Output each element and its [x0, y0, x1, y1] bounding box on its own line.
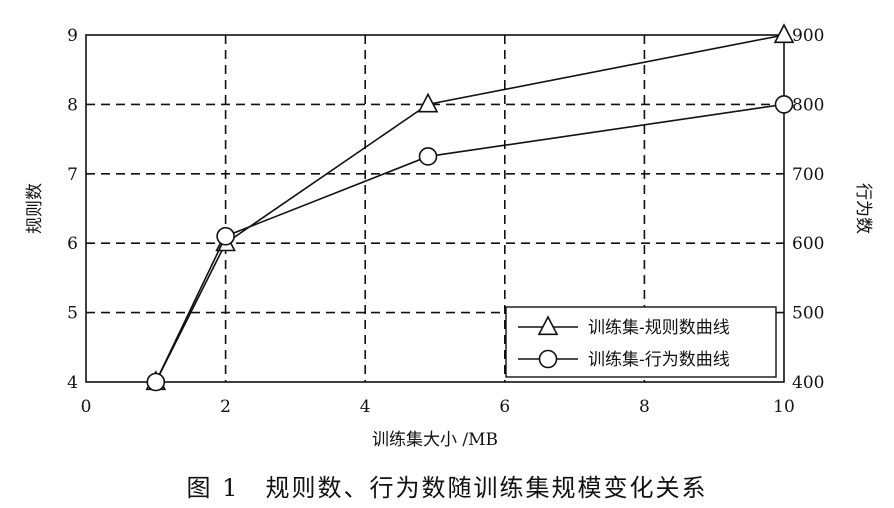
- x-tick-label: 10: [773, 397, 795, 417]
- series-2-point: [774, 95, 794, 114]
- y-tick-label-right: 800: [792, 95, 824, 115]
- x-tick-label: 4: [360, 397, 371, 417]
- series-2-point: [418, 147, 438, 166]
- legend-label-1: 训练集-规则数曲线: [588, 318, 730, 338]
- y-tick-label-left: 7: [67, 165, 78, 185]
- x-tick-label: 2: [220, 397, 231, 417]
- y-tick-label-right: 700: [792, 165, 824, 185]
- series-2-point: [216, 226, 235, 246]
- plot-frame: [85, 34, 785, 383]
- y-axis-title-left: 规则数: [25, 183, 45, 234]
- series-1-point: [417, 92, 439, 113]
- y-tick-label-left: 8: [67, 95, 78, 115]
- y-tick-label-right: 500: [792, 304, 824, 324]
- x-tick-label: 6: [499, 397, 510, 417]
- y-tick-label-left: 4: [67, 373, 78, 393]
- series-line-1: [155, 34, 785, 383]
- series-layer: [145, 23, 795, 392]
- series-2-point: [146, 372, 166, 392]
- series-1-point: [773, 23, 795, 44]
- x-tick-label: 0: [81, 397, 92, 417]
- axis-ticks: 0 2 4 6 8 10 4 5 6 7 8 9 400 500 600 700 800 900: [67, 26, 824, 417]
- y-tick-label-right: 900: [792, 26, 824, 46]
- y-tick-label-right: 600: [792, 234, 824, 254]
- legend-marker-triangle: [537, 315, 559, 336]
- figure-caption: 图 1 规则数、行为数随训练集规模变化关系: [187, 474, 708, 502]
- y-tick-label-left: 5: [67, 304, 78, 324]
- series-line-2: [155, 103, 785, 383]
- y-tick-label-right: 400: [792, 373, 824, 393]
- y-tick-label-left: 9: [67, 26, 78, 46]
- legend-marker-circle: [538, 349, 558, 369]
- x-axis-title: 训练集大小 /MB: [372, 430, 498, 450]
- y-axis-title-right: 行为数: [853, 183, 873, 234]
- legend-label-2: 训练集-行为数曲线: [588, 350, 730, 370]
- x-tick-label: 8: [639, 397, 650, 417]
- y-tick-label-left: 6: [67, 234, 78, 254]
